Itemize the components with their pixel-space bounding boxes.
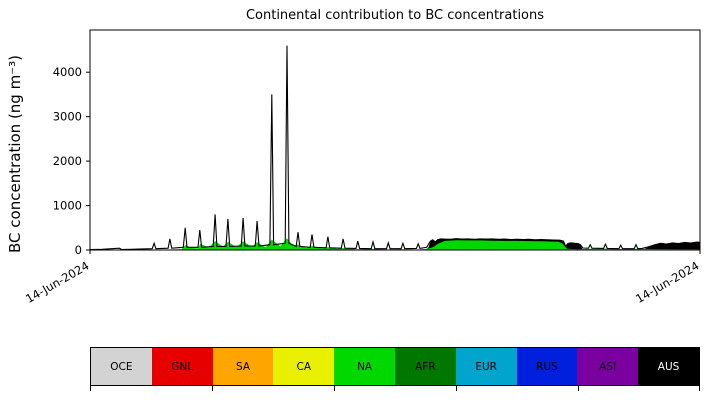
legend-tick bbox=[212, 386, 213, 391]
legend-label: NA bbox=[357, 360, 373, 373]
x-tick-label: 14-Jun-2024 bbox=[633, 258, 701, 306]
legend-cell-gnl: GNL bbox=[151, 348, 213, 385]
legend-label: OCE bbox=[110, 360, 133, 373]
legend-label: GNL bbox=[171, 360, 194, 373]
legend-label: CA bbox=[296, 360, 312, 373]
y-tick-label: 2000 bbox=[53, 154, 82, 168]
axes-box bbox=[89, 29, 701, 251]
legend-cell-na: NA bbox=[334, 348, 395, 385]
y-tick-label: 3000 bbox=[53, 110, 82, 124]
legend: OCE GNL SA CA NA AFR EUR RUS ASI AUS bbox=[90, 347, 700, 391]
legend-cell-oce: OCE bbox=[91, 348, 152, 385]
legend-tick bbox=[334, 386, 335, 391]
legend-label: AFR bbox=[415, 360, 436, 373]
chart-title: Continental contribution to BC concentra… bbox=[245, 8, 545, 23]
legend-cell-ca: CA bbox=[273, 348, 335, 385]
legend-tick bbox=[456, 386, 457, 391]
y-tick-label: 4000 bbox=[53, 65, 82, 79]
legend-cell-sa: SA bbox=[212, 348, 274, 385]
legend-tick bbox=[578, 386, 579, 391]
legend-cell-asi: ASI bbox=[577, 348, 639, 385]
legend-cell-eur: EUR bbox=[455, 348, 517, 385]
legend-label: SA bbox=[235, 360, 251, 373]
series-total bbox=[89, 45, 701, 251]
legend-tick bbox=[90, 386, 91, 391]
y-axis-label: BC concentration (ng m⁻³) bbox=[6, 55, 24, 253]
legend-cell-aus: AUS bbox=[638, 348, 699, 385]
y-tick-label: 1000 bbox=[53, 199, 82, 213]
legend-tick bbox=[699, 386, 700, 391]
series-NA bbox=[90, 238, 700, 250]
legend-cell-rus: RUS bbox=[516, 348, 578, 385]
legend-cell-afr: AFR bbox=[394, 348, 456, 385]
plot-area: 0 1000 2000 3000 4000 14-Jun-2024 14-Jun-2024 bbox=[23, 29, 702, 306]
y-tick-label: 0 bbox=[75, 243, 82, 257]
legend-label: RUS bbox=[536, 360, 558, 373]
legend-label: EUR bbox=[475, 360, 497, 373]
legend-bar: OCE GNL SA CA NA AFR EUR RUS ASI AUS bbox=[90, 347, 700, 386]
x-tick-label: 14-Jun-2024 bbox=[23, 258, 91, 306]
legend-label: ASI bbox=[599, 360, 617, 373]
legend-label: AUS bbox=[657, 360, 680, 373]
